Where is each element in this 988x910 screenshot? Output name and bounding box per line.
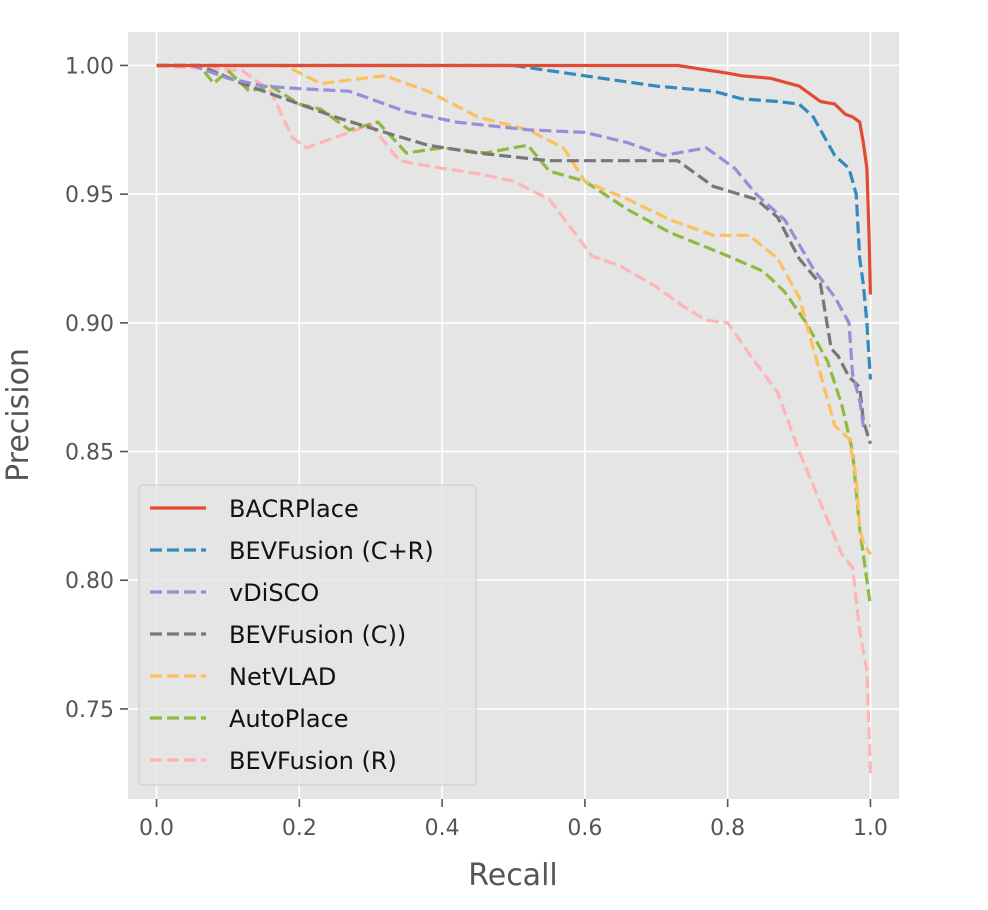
x-ticks: 0.0 0.2 0.4 0.6 0.8 1.0 <box>139 799 888 841</box>
x-tick-label: 0.2 <box>282 816 317 841</box>
y-tick-label: 1.00 <box>65 54 114 79</box>
legend-label-bacrplace: BACRPlace <box>229 495 359 523</box>
x-tick-label: 0.0 <box>139 816 174 841</box>
x-axis-label: Recall <box>468 858 558 893</box>
legend-label-vdisco: vDiSCO <box>229 579 319 607</box>
legend-label-netvlad: NetVLAD <box>229 663 336 691</box>
series-line-vdisco <box>156 63 871 428</box>
legend: BACRPlace BEVFusion (C+R) vDiSCO BEVFusion … <box>138 484 477 786</box>
series-line-netvlad <box>156 63 872 556</box>
legend-label-bevfusion-c-r: BEVFusion (C+R) <box>229 537 434 565</box>
y-tick-label: 0.95 <box>65 183 114 208</box>
series-lines <box>156 63 872 774</box>
x-tick-label: 1.0 <box>853 816 888 841</box>
x-tick-label: 0.6 <box>567 816 602 841</box>
y-tick-label: 0.80 <box>65 569 114 594</box>
y-tick-label: 0.90 <box>65 312 114 337</box>
y-tick-label: 0.85 <box>65 441 114 466</box>
y-ticks: 0.75 0.80 0.85 0.90 0.95 1.00 <box>65 54 128 723</box>
legend-box <box>138 484 477 786</box>
series-line-bacrplace <box>156 63 872 295</box>
legend-label-bevfusion-c: BEVFusion (C)) <box>229 621 406 649</box>
x-tick-label: 0.4 <box>425 816 460 841</box>
y-tick-label: 0.75 <box>65 698 114 723</box>
legend-label-bevfusion-r: BEVFusion (R) <box>229 747 397 775</box>
series-line-bevfusion-c <box>156 63 872 445</box>
y-axis-label: Precision <box>1 348 36 482</box>
series-line-bevfusion-r <box>156 63 872 774</box>
series-line-bevfusion-c-r <box>156 63 872 380</box>
legend-label-autoplace: AutoPlace <box>229 705 349 733</box>
x-tick-label: 0.8 <box>710 816 745 841</box>
